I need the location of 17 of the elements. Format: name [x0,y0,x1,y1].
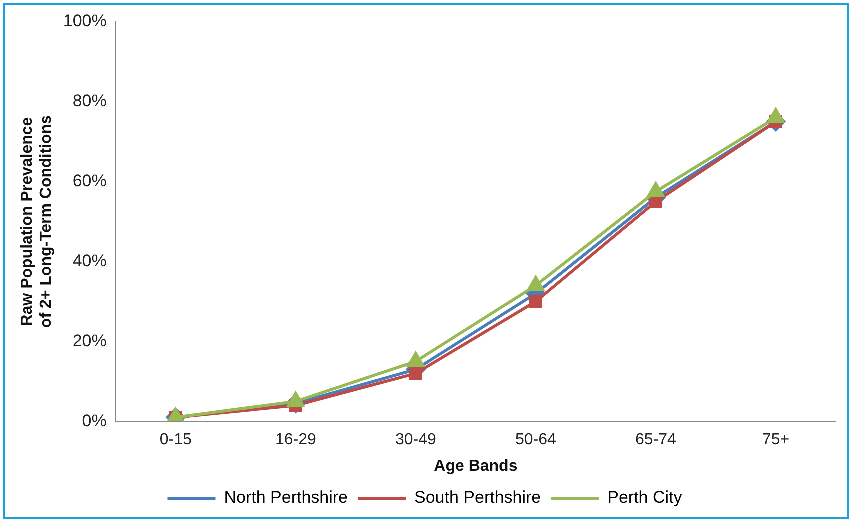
x-axis-title: Age Bands [434,458,518,475]
y-tick-label: 0% [82,411,107,430]
x-tick-label: 75+ [762,432,790,449]
x-tick-label: 65-74 [636,432,677,449]
y-tick-label: 80% [72,92,107,111]
y-axis-title: Raw Population Prevalence of 2+ Long-Term Conditions [19,115,56,328]
x-tick-label: 16-29 [275,432,316,449]
y-tick-label: 100% [63,12,107,31]
legend-label: Perth City [608,488,683,508]
y-tick-label: 60% [72,172,107,191]
y-tick-label: 40% [72,251,107,270]
x-tick-label: 50-64 [515,432,557,449]
legend-label: North Perthshire [224,488,348,508]
legend-label: South Perthshire [414,488,542,508]
x-tick-label: 0-15 [160,432,192,449]
y-tick-label: 20% [72,331,107,350]
x-tick-label: 30-49 [395,432,436,449]
